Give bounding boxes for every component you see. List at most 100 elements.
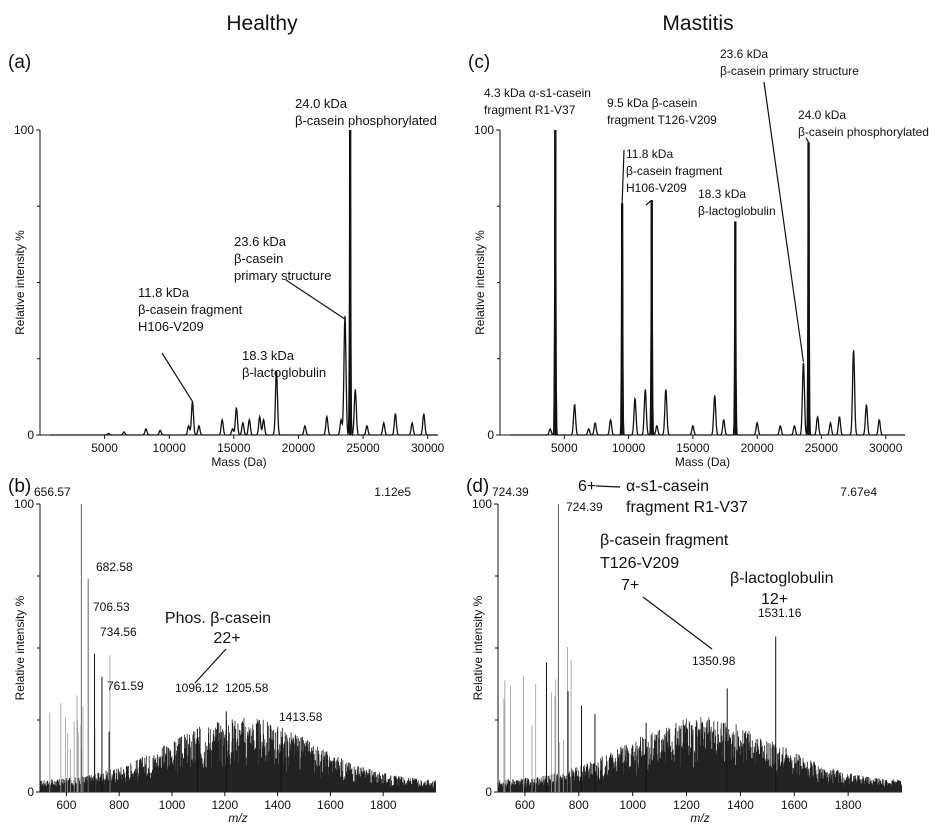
x-tick-label: 5000 <box>91 441 118 455</box>
y-axis-label: Relative intensity % <box>473 230 487 335</box>
annotation-label: β-casein phosphorylated <box>295 113 437 128</box>
x-tick-label: 1800 <box>370 798 397 812</box>
leader-line <box>285 279 346 320</box>
annotation-label: 18.3 kDa <box>242 348 295 363</box>
x-axis-label: Mass (Da) <box>675 455 730 469</box>
annotation-label: 18.3 kDa <box>698 187 746 201</box>
annotation-label: β-lactoglobulin <box>698 204 776 218</box>
annotation-label: β-casein fragment <box>600 532 729 549</box>
panel-d: 0 100 600 800 1000 1200 1400 1600 1800 m/z Relativ… <box>466 476 902 825</box>
x-tick-label: 5000 <box>551 441 578 455</box>
peak-label: 682.58 <box>96 560 133 574</box>
peak-label: 1531.16 <box>758 606 802 620</box>
x-tick-label: 30000 <box>869 441 903 455</box>
y-tick-label: 0 <box>27 785 34 799</box>
panel-label: (a) <box>8 52 31 73</box>
x-tick-label: 1000 <box>159 798 186 812</box>
leader-line <box>763 81 805 362</box>
mastitis-header: Mastitis <box>662 12 734 35</box>
x-tick-label: 25000 <box>346 441 380 455</box>
y-tick-label: 0 <box>487 428 494 442</box>
healthy-header: Healthy <box>226 12 298 35</box>
x-tick-label: 1400 <box>264 798 291 812</box>
x-tick-label: 10000 <box>612 441 646 455</box>
panel-label: (b) <box>8 476 31 497</box>
leader-line <box>194 648 227 684</box>
panel-a: 0 100 5000 10000 15000 20000 25000 30000 Mass (D… <box>8 52 445 469</box>
annotation-label: 6+ <box>578 478 596 495</box>
annotation-label: 9.5 kDa β-casein <box>607 96 697 110</box>
panel-b: 0 100 600 800 1000 1200 1400 1600 1800 m/z Relativ… <box>8 476 436 825</box>
annotation-label: β-lactoglobulin <box>242 365 326 380</box>
y-tick-label: 0 <box>485 785 492 799</box>
x-tick-label: 800 <box>569 798 589 812</box>
peak-label: 1205.58 <box>225 681 269 695</box>
leader-line <box>805 137 810 143</box>
annotation-label: H106-V209 <box>138 319 204 334</box>
annotation-label: fragment R1-V37 <box>626 499 748 516</box>
x-tick-label: 1600 <box>781 798 808 812</box>
leader-line <box>642 596 713 650</box>
x-tick-label: 1200 <box>673 798 700 812</box>
leader-line <box>621 149 625 204</box>
y-tick-label: 100 <box>474 123 494 137</box>
peak-label: 1350.98 <box>692 654 736 668</box>
y-tick-label: 100 <box>472 497 492 511</box>
y-tick-label: 100 <box>14 123 34 137</box>
x-tick-label: 15000 <box>217 441 251 455</box>
leader-line <box>595 485 621 488</box>
panel-label: (d) <box>466 476 489 497</box>
panel-label: (c) <box>468 52 490 73</box>
annotation-label: 22+ <box>213 630 240 647</box>
annotation-label: β-lactoglobulin <box>730 570 833 587</box>
annotation-label: β-casein fragment <box>138 302 243 317</box>
annotation-label: fragment T126-V209 <box>607 113 717 127</box>
x-tick-label: 25000 <box>805 441 839 455</box>
base-peak-label: 656.57 <box>34 485 71 499</box>
annotation-label: β-casein <box>234 251 283 266</box>
y-tick-label: 0 <box>27 428 34 442</box>
x-tick-label: 800 <box>109 798 129 812</box>
annotation-label: β-casein primary structure <box>720 64 859 78</box>
x-tick-label: 10000 <box>153 441 187 455</box>
annotation-label: 11.8 kDa <box>626 147 673 161</box>
annotation-label: T126-V209 <box>600 555 679 572</box>
intensity-label: 7.67e4 <box>840 485 877 499</box>
annotation-label: β-casein fragment <box>626 164 723 178</box>
annotation-label: H106-V209 <box>626 181 687 195</box>
spectrum-trace <box>50 129 438 437</box>
annotation-label: primary structure <box>234 268 332 283</box>
annotation-label: fragment R1-V37 <box>484 103 576 117</box>
annotation-label: 4.3 kDa α-s1-casein <box>484 86 591 100</box>
base-peak-label: 724.39 <box>492 485 529 499</box>
annotation-label: 23.6 kDa <box>720 47 768 61</box>
y-axis-label: Relative intensity % <box>13 595 27 700</box>
leader-line <box>161 352 193 402</box>
x-tick-label: 600 <box>515 798 535 812</box>
spectrum-trace <box>40 717 436 792</box>
annotation-label: 11.8 kDa <box>138 285 190 300</box>
x-tick-label: 600 <box>56 798 76 812</box>
x-tick-label: 1200 <box>211 798 238 812</box>
annotation-label: Phos. β-casein <box>165 610 271 627</box>
x-axis-label: m/z <box>228 811 247 825</box>
peak-label: 734.56 <box>100 625 137 639</box>
leader-line <box>645 199 653 206</box>
annotation-label: β-casein phosphorylated <box>798 125 929 139</box>
annotation-label: 7+ <box>621 577 639 594</box>
spectrum-trace <box>498 717 902 792</box>
x-tick-label: 20000 <box>740 441 774 455</box>
y-axis-label: Relative intensity % <box>471 595 485 700</box>
x-tick-label: 20000 <box>282 441 316 455</box>
x-axis-label: Mass (Da) <box>211 455 266 469</box>
intensity-label: 1.12e5 <box>374 485 411 499</box>
annotation-label: 23.6 kDa <box>234 234 287 249</box>
annotation-label: α-s1-casein <box>626 478 709 495</box>
peak-label: 1096.12 <box>175 681 219 695</box>
peak-label: 706.53 <box>93 600 130 614</box>
x-tick-label: 1000 <box>619 798 646 812</box>
x-axis-label: m/z <box>690 811 709 825</box>
x-tick-label: 1600 <box>317 798 344 812</box>
annotation-label: 24.0 kDa <box>295 96 348 111</box>
